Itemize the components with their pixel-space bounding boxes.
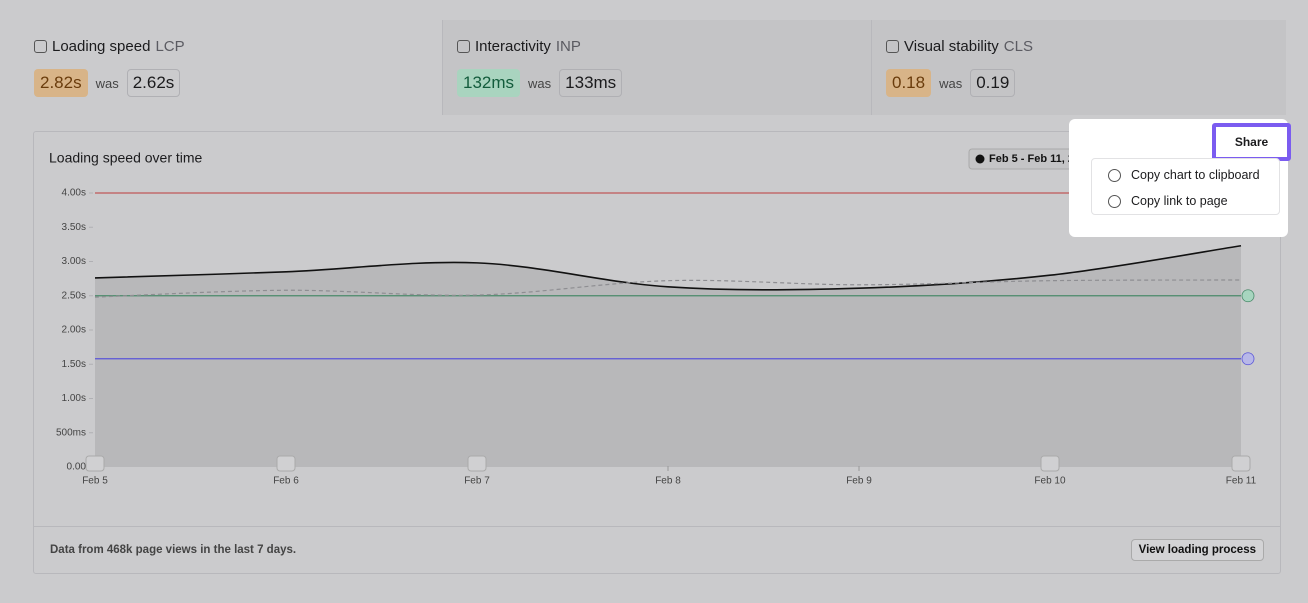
y-tick-label: 1.50s — [62, 359, 86, 370]
metric-icon — [886, 40, 899, 53]
chart-title: Loading speed over time — [49, 150, 203, 166]
area — [95, 245, 1241, 467]
menu-item[interactable]: Copy chart to clipboard — [1092, 162, 1279, 188]
metric-values: 2.82s was 2.62s — [34, 69, 428, 97]
series-line — [94, 279, 1242, 298]
metric-name: Loading speed — [52, 38, 151, 55]
metric-value: 132ms — [457, 69, 521, 97]
y-tick-label: 500ms — [56, 427, 86, 438]
share-menu: Copy chart to clipboard Copy link to page — [1091, 158, 1280, 215]
x-tick-label: Feb 8 — [655, 476, 681, 487]
x-tick-label: Feb 5 — [82, 476, 108, 487]
x-tick-label: Feb 10 — [1034, 476, 1066, 487]
was-label: was — [939, 75, 963, 91]
footer: Data from 468k page views in the last 7 … — [34, 526, 1280, 573]
metric-value: 0.18 — [886, 69, 932, 97]
y-tick-label: 0.00 — [67, 462, 87, 473]
metric-card: Interactivity INP 132ms was 133ms — [442, 20, 871, 115]
deploy-icon — [85, 455, 105, 472]
menu-label: Copy chart to clipboard — [1131, 168, 1260, 182]
y-tick-label: 2.00s — [62, 325, 86, 336]
y-tick-label: 3.00s — [62, 256, 86, 267]
metric-value: 2.82s — [34, 69, 88, 97]
metric-values: 0.18 was 0.19 — [886, 69, 1272, 97]
was-label: was — [528, 75, 552, 91]
metric-name: Interactivity — [475, 38, 551, 55]
metric-previous: 133ms — [559, 69, 623, 97]
x-tick-label: Feb 11 — [1226, 476, 1257, 487]
metric-abbr: LCP — [155, 38, 185, 55]
metric-title: Loading speed LCP — [34, 38, 428, 55]
series-line — [94, 244, 1242, 291]
menu-icon — [1108, 168, 1121, 182]
legend-label: Feb 5 - Feb 11, 2025 — [989, 153, 1092, 165]
was-label: was — [95, 75, 119, 91]
metric-abbr: INP — [555, 38, 581, 55]
deploy-icon — [1231, 455, 1251, 472]
metric-values: 132ms was 133ms — [457, 69, 857, 97]
menu-item[interactable]: Copy link to page — [1092, 188, 1279, 214]
menu-label: Copy link to page — [1131, 194, 1228, 208]
y-tick-label: 2.50s — [62, 290, 86, 301]
metric-name: Visual stability — [904, 38, 999, 55]
metric-card: Loading speed LCP 2.82s was 2.62s — [20, 20, 442, 115]
reference-badge — [1241, 289, 1255, 303]
menu-icon — [1108, 194, 1121, 208]
metric-icon — [34, 40, 47, 53]
y-tick-label: 4.00s — [62, 188, 86, 199]
metric-previous: 0.19 — [970, 69, 1016, 97]
deploy-icon — [467, 455, 487, 472]
view-loading-button[interactable]: View loading process — [1130, 539, 1264, 561]
metric-abbr: CLS — [1003, 38, 1033, 55]
y-tick-label: 1.00s — [62, 393, 86, 404]
metric-previous: 2.62s — [126, 69, 181, 97]
y-tick-label: 3.50s — [62, 222, 86, 233]
metric-card: Visual stability CLS 0.18 was 0.19 — [871, 20, 1286, 115]
deploy-icon — [276, 455, 296, 472]
metric-title: Interactivity INP — [457, 38, 857, 55]
metric-icon — [457, 40, 470, 53]
reference-badge — [1241, 352, 1255, 366]
legend-swatch — [975, 154, 985, 164]
share-button[interactable]: Share — [1212, 123, 1291, 161]
footer-text: Data from 468k page views in the last 7 … — [50, 544, 297, 556]
share-label: Share — [1234, 135, 1269, 149]
x-tick-label: Feb 7 — [464, 476, 490, 487]
deploy-icon — [1040, 455, 1060, 472]
x-tick-label: Feb 6 — [273, 476, 299, 487]
metric-title: Visual stability CLS — [886, 38, 1272, 55]
x-tick-label: Feb 9 — [846, 476, 872, 487]
chart-card: Data from 468k page views in the last 7 … — [33, 131, 1281, 574]
